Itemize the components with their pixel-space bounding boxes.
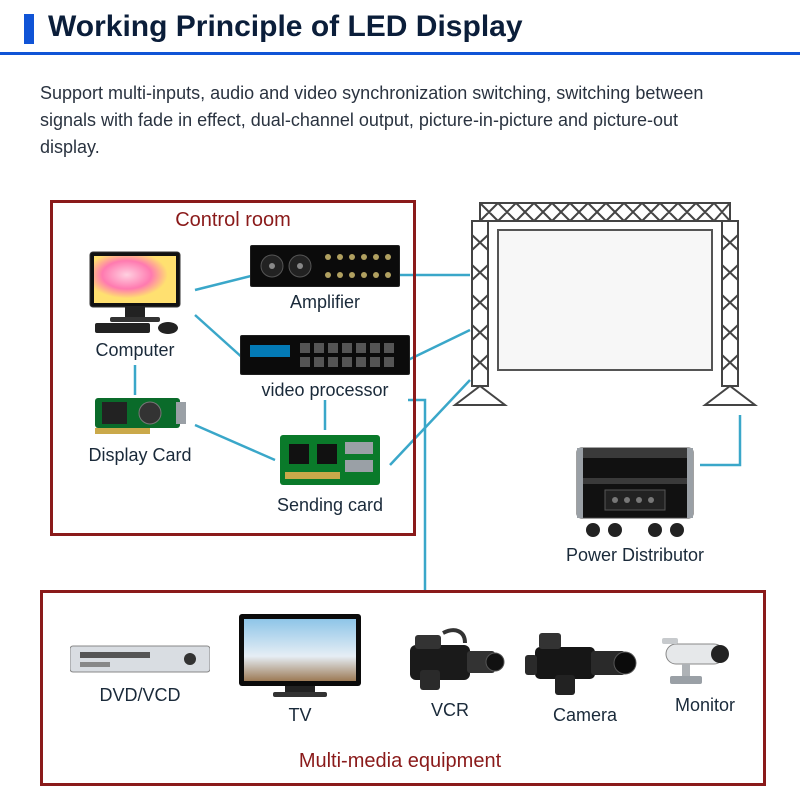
dvd-node: DVD/VCD xyxy=(70,640,210,706)
monitor-node: Monitor xyxy=(660,630,750,716)
led-screen-node xyxy=(450,195,760,425)
computer-label: Computer xyxy=(75,340,195,361)
power-distributor-icon xyxy=(565,440,705,540)
video-processor-label: video processor xyxy=(240,380,410,401)
sending-card-label: Sending card xyxy=(270,495,390,516)
vcr-node: VCR xyxy=(395,625,505,721)
camera-label: Camera xyxy=(525,705,645,726)
tv-node: TV xyxy=(235,610,365,726)
video-processor-icon xyxy=(240,335,410,375)
camera-node: Camera xyxy=(525,625,645,726)
monitor-label: Monitor xyxy=(660,695,750,716)
multimedia-group-label: Multi-media equipment xyxy=(40,750,760,773)
description-text: Support multi-inputs, audio and video sy… xyxy=(40,80,740,161)
vcr-label: VCR xyxy=(395,700,505,721)
page-title: Working Principle of LED Display xyxy=(0,10,800,44)
amplifier-icon xyxy=(250,245,400,287)
computer-node: Computer xyxy=(75,250,195,361)
power-distributor-label: Power Distributor xyxy=(560,545,710,566)
amplifier-node: Amplifier xyxy=(250,245,400,313)
sending-card-node: Sending card xyxy=(270,430,390,516)
title-section: Working Principle of LED Display xyxy=(0,10,800,55)
camera-icon xyxy=(525,625,645,700)
power-distributor-node: Power Distributor xyxy=(560,440,710,566)
vcr-icon xyxy=(395,625,505,695)
display-card-label: Display Card xyxy=(85,445,195,466)
computer-icon xyxy=(80,250,190,335)
display-card-icon xyxy=(90,390,190,440)
display-card-node: Display Card xyxy=(85,390,195,466)
amplifier-label: Amplifier xyxy=(250,292,400,313)
tv-icon xyxy=(235,610,365,700)
video-processor-node: video processor xyxy=(240,335,410,401)
dvd-label: DVD/VCD xyxy=(70,685,210,706)
led-screen-icon xyxy=(450,195,760,420)
dvd-icon xyxy=(70,640,210,680)
control-room-label: Control room xyxy=(53,209,413,232)
tv-label: TV xyxy=(235,705,365,726)
sending-card-icon xyxy=(275,430,385,490)
monitor-icon xyxy=(660,630,750,690)
